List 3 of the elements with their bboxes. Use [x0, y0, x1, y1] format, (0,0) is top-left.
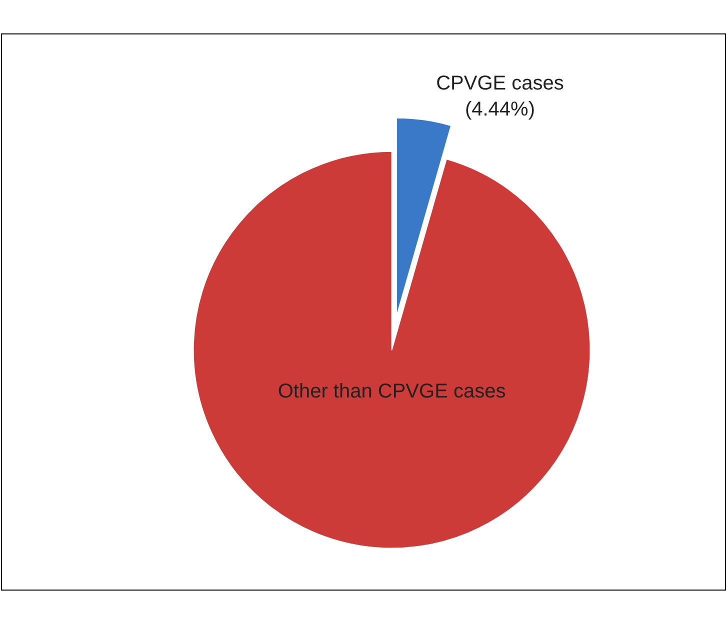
data-label: (4.44%) — [464, 98, 535, 120]
slice-label: Other than CPVGE cases — [278, 380, 506, 403]
slice-label: CPVGE cases — [436, 72, 564, 94]
